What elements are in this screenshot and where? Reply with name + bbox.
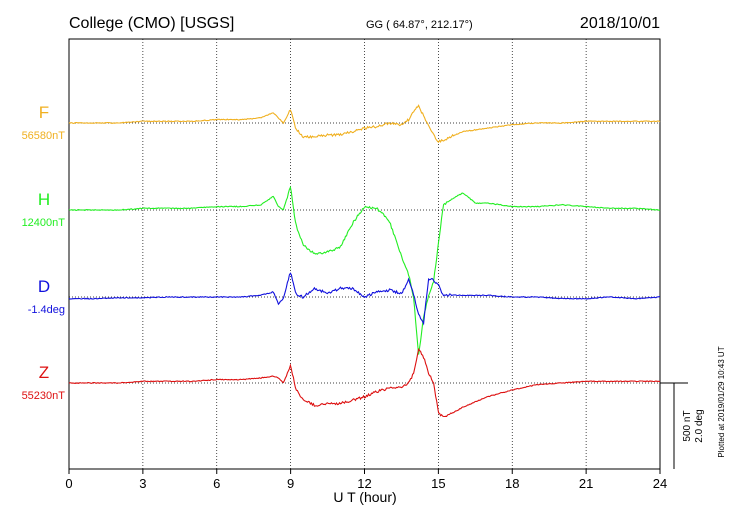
series-line-d: [68, 272, 661, 326]
x-tick-label-24: 24: [653, 476, 667, 491]
x-tick-label-9: 9: [287, 476, 294, 491]
series-line-f: [68, 104, 661, 144]
series-baseline-f: 56580nT: [22, 130, 66, 142]
scale-label-deg: 2.0 deg: [694, 409, 705, 442]
x-tick-label-15: 15: [431, 476, 445, 491]
date-label: 2018/10/01: [580, 15, 660, 32]
series-line-z: [68, 347, 661, 418]
plotted-note: Plotted at 2019/01/29 10:43 UT: [717, 346, 726, 457]
series-labels: F 56580nT H 12400nT D -1.4deg Z 55230nT: [22, 103, 66, 402]
x-axis-label: U T (hour): [333, 489, 396, 505]
series-line-h: [68, 185, 661, 355]
plot-frame: [68, 38, 661, 470]
scale-bar: 500 nT 2.0 deg: [660, 382, 705, 469]
scale-label-nt: 500 nT: [682, 410, 693, 441]
x-ticks: 0 3 6 9 12 15 18 21 24: [65, 469, 667, 491]
x-tick-label-21: 21: [579, 476, 593, 491]
station-title: College (CMO) [USGS]: [69, 15, 234, 32]
series-baseline-d: -1.4deg: [28, 304, 65, 316]
series-name-d: D: [38, 277, 50, 296]
x-tick-label-18: 18: [505, 476, 519, 491]
series-lines: [68, 104, 661, 418]
coords-label: GG ( 64.87°, 212.17°): [366, 19, 473, 31]
x-tick-label-12: 12: [357, 476, 371, 491]
x-tick-label-0: 0: [65, 476, 72, 491]
series-baseline-h: 12400nT: [22, 217, 66, 229]
x-tick-label-6: 6: [213, 476, 220, 491]
series-name-h: H: [38, 190, 50, 209]
x-tick-label-3: 3: [139, 476, 146, 491]
series-name-z: Z: [39, 363, 49, 382]
series-baseline-z: 55230nT: [22, 390, 66, 402]
grid-lines: [142, 39, 587, 469]
series-name-f: F: [39, 103, 49, 122]
